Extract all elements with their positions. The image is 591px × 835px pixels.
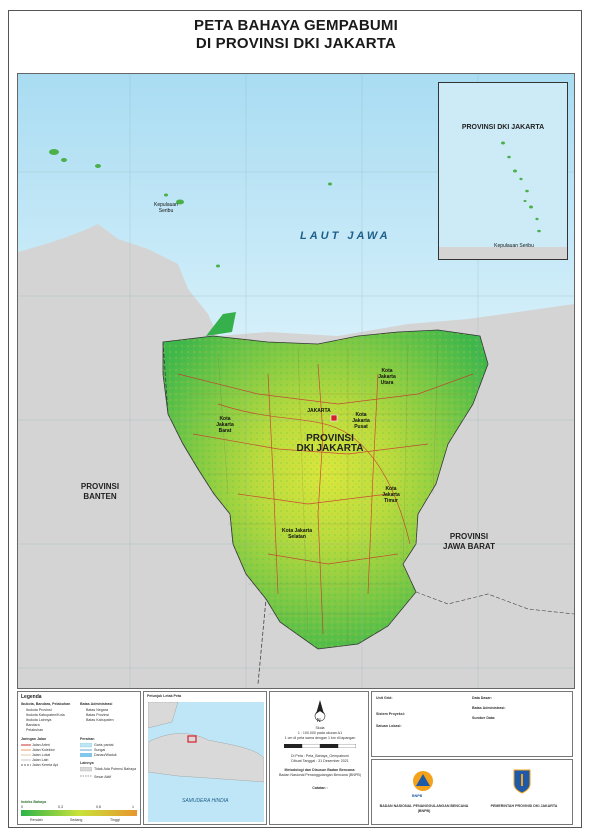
hazard-scale-2: 0,6 <box>96 805 101 809</box>
capital-label: JAKARTA <box>307 408 331 414</box>
legend-item: Jalan Kolektor <box>32 748 55 752</box>
other-legend-swatches <box>80 767 92 777</box>
legend-item: Ibukota Lainnya <box>26 718 52 722</box>
main-map[interactable]: LAUT JAWA Kepulauan Seribu PROVINSI DKI … <box>17 73 575 689</box>
province-dki-label: PROVINSI DKI JAKARTA <box>296 433 364 454</box>
scale-bar <box>284 744 356 748</box>
compiler-title: Metodologi dan Disusun Badan Bencana: <box>284 768 356 772</box>
city-jakarta-selatan: Kota Jakarta Selatan <box>281 528 312 540</box>
legend-item: Garis pantai <box>94 743 114 747</box>
scale-panel: N Skala 1 : 100.000 pada ukuran A1 1 cm … <box>269 691 369 825</box>
legend-item: Ibukota Kabupaten/Kota <box>26 713 65 717</box>
legend-group-waters: Perairan <box>80 737 95 741</box>
hazard-class-low: Rendah <box>30 818 43 822</box>
map-title: PETA BAHAYA GEMPABUMI DI PROVINSI DKI JA… <box>9 17 583 53</box>
province-banten-label: PROVINSI BANTEN <box>80 482 120 501</box>
info-title: Data Dasar: <box>472 696 492 700</box>
legend-group-other: Lainnya <box>80 761 94 765</box>
locator-sea-label: SAMUDERA HINDIA <box>182 798 229 804</box>
road-legend-swatches <box>21 744 31 766</box>
map-credit: Di Peta : Peta_Bahaya_Gempabumi Dibuat T… <box>291 754 349 763</box>
bnpb-logo-icon <box>413 771 433 791</box>
hazard-scale-1: 0,3 <box>58 805 63 809</box>
sea-label: LAUT JAWA <box>300 230 391 242</box>
legend-item: Ibukota Provinsi <box>26 708 52 712</box>
legend-title: Legenda <box>21 694 42 700</box>
notes-title: Catatan : <box>312 786 328 790</box>
locator-title: Petunjuk Letak Peta <box>147 694 182 698</box>
info-title: Batas Administrasi: <box>472 706 506 710</box>
hazard-scale-3: 1 <box>132 805 134 809</box>
legend-item: Jalan Lain <box>32 758 49 762</box>
hazard-color-ramp <box>21 810 137 816</box>
legend-item: Pelabuhan <box>26 728 44 732</box>
legend-item: Bandara <box>26 723 40 727</box>
legend-item: Sesar Aktif <box>94 775 112 779</box>
map-sheet: PETA BAHAYA GEMPABUMI DI PROVINSI DKI JA… <box>8 10 582 828</box>
west-java-border <box>415 591 574 615</box>
locator-map: SAMUDERA HINDIA <box>148 702 264 822</box>
city-jakarta-timur: Kota Jakarta Timur <box>382 486 400 504</box>
coastal-park <box>206 312 236 336</box>
legend-item: Jalan Kereta Api <box>32 763 59 767</box>
bnpb-logo-text: BNPB <box>412 794 423 798</box>
legend-group-roads: Jaringan Jalan <box>21 737 47 741</box>
info-title: Sistem Proyeksi: <box>376 712 405 716</box>
city-jakarta-pusat: Kota Jakarta Pusat <box>352 412 370 430</box>
legend-item: Jalan Lokal <box>32 753 51 757</box>
agency-left: BADAN NASIONAL PENANGGULANGAN BENCANA (B… <box>379 804 469 813</box>
agency-right: PEMERINTAH PROVINSI DKI JAKARTA <box>490 804 558 808</box>
legend-item: Batas Kabupaten <box>86 718 114 722</box>
city-jakarta-utara: Kota Jakarta Utara <box>378 368 396 386</box>
province-jabar-label: PROVINSI JAWA BARAT <box>443 532 495 551</box>
city-jakarta-barat: Kota Jakarta Barat <box>216 416 234 434</box>
legend-item: Batas Provinsi <box>86 713 109 717</box>
legend-group-boundaries: Batas Administrasi <box>80 702 113 706</box>
hazard-class-mid: Sedang <box>70 818 83 822</box>
inset-title: PROVINSI DKI JAKARTA <box>461 124 545 131</box>
capital-marker <box>330 414 338 422</box>
info-title: Unit Grid: <box>376 696 393 700</box>
legend-item: Jalan Arteri <box>32 743 50 747</box>
legend-item: Tidak Ada Potensi Bahaya <box>94 767 137 771</box>
info-title: Sumber Data: <box>472 716 496 720</box>
hazard-index-title: Indeks Bahaya <box>21 800 47 804</box>
inset-canvas <box>439 83 567 259</box>
legend-item: Batas Negara <box>86 708 108 712</box>
inset-islands-label: Kepulauan Seribu <box>494 243 534 249</box>
scale-text: Skala 1 : 100.000 pada ukuran A1 1 cm di… <box>284 726 356 740</box>
legend-group-capitals: Ibukota, Bandara, Pelabuhan <box>21 702 71 706</box>
dki-emblem-icon <box>513 769 531 794</box>
compiler-name: Badan Nasional Penanggulangan Bencana (B… <box>279 773 361 777</box>
map-footer: Legenda Ibukota, Bandara, Pelabuhan Ibuk… <box>17 691 573 825</box>
info-panel: Unit Grid: Sistem Proyeksi: Satuan Lokas… <box>371 691 573 757</box>
title-line-2: DI PROVINSI DKI JAKARTA <box>195 35 397 52</box>
svg-text:N: N <box>317 718 321 722</box>
legend-panel: Legenda Ibukota, Bandara, Pelabuhan Ibuk… <box>17 691 141 825</box>
hazard-scale-0: 0 <box>21 805 23 809</box>
north-arrow-icon: N <box>314 700 326 722</box>
title-line-1: PETA BAHAYA GEMPABUMI <box>194 17 398 34</box>
water-legend-swatches <box>80 743 92 757</box>
legend-item: Danau/Waduk <box>94 753 117 757</box>
inset-map[interactable]: PROVINSI DKI JAKARTA Kepulauan Seribu <box>438 82 568 260</box>
islands-label: Kepulauan Seribu <box>154 202 178 214</box>
info-title: Satuan Lokasi: <box>376 724 402 728</box>
locator-panel: Petunjuk Letak Peta SAMUDERA HINDIA <box>143 691 267 825</box>
agency-panel: BNPB BADAN NASIONAL PENANGGULANGAN BENCA… <box>371 759 573 825</box>
legend-item: Sungai <box>94 748 106 752</box>
banten-border <box>162 341 267 685</box>
hazard-class-high: Tinggi <box>110 818 120 822</box>
